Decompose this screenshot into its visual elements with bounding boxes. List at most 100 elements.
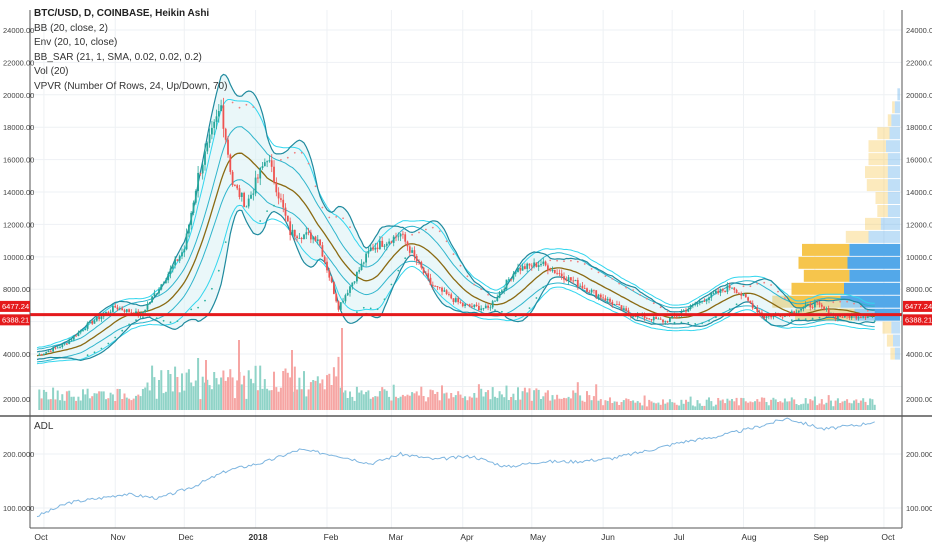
volume-bar [270, 390, 273, 410]
volume-bar [581, 400, 584, 410]
volume-bar [390, 400, 393, 410]
volume-bar [546, 390, 549, 410]
indicator-bands [36, 73, 875, 365]
candle-body [604, 298, 607, 301]
vp-down-bar [882, 321, 892, 334]
candle-body [360, 263, 363, 270]
candle-body [257, 177, 259, 179]
volume-bar [330, 385, 333, 410]
volume-bar [360, 390, 363, 410]
indicator-bb-sar[interactable]: BB_SAR (21, 1, SMA, 0.02, 0.02, 0.2) [34, 51, 202, 63]
candle-body [542, 261, 545, 264]
volume-bar [367, 390, 370, 410]
candle-body [326, 261, 328, 271]
candle-body [735, 289, 738, 294]
volume-bar [588, 395, 591, 410]
volume-bar [61, 394, 64, 410]
candle-body [606, 298, 609, 301]
sar-dot [625, 286, 628, 289]
indicator-env[interactable]: Env (20, 10, close) [34, 37, 118, 49]
sar-dot [335, 216, 338, 218]
volume-bar [523, 387, 526, 410]
candle-body [231, 171, 234, 186]
volume-bar [169, 374, 172, 410]
volume-bar [40, 398, 43, 410]
volume-bar [834, 400, 837, 410]
volume-bar [641, 405, 644, 410]
volume-bar [832, 406, 835, 410]
candle-body [731, 287, 733, 289]
symbol-title[interactable]: BTC/USD, D, COINBASE, Heikin Ashi [34, 8, 210, 19]
candle-body [418, 261, 420, 262]
candle-body [733, 287, 736, 290]
volume-spike [341, 328, 343, 410]
candle-body [814, 301, 816, 308]
candle-body [379, 240, 381, 249]
candle-body [800, 309, 802, 311]
y-tick-right: 24000.00 [906, 26, 932, 35]
adl-tick-left: 100.0000 [3, 504, 34, 513]
volume-bar [52, 387, 55, 410]
indicator-vol[interactable]: Vol (20) [34, 66, 69, 78]
candle-body [181, 252, 183, 257]
volume-bar [275, 387, 278, 410]
volume-bar [733, 401, 736, 410]
candle-body [749, 300, 752, 304]
volume-bar [606, 400, 609, 410]
sar-dot [121, 329, 124, 332]
volume-bar [556, 394, 559, 410]
sar-dot [494, 309, 496, 311]
candle-body [744, 294, 747, 298]
candle-body [747, 297, 749, 301]
candle-body [427, 273, 430, 278]
bb-basis [36, 152, 875, 357]
adl-pane-title[interactable]: ADL [34, 421, 54, 432]
volume-bar [583, 401, 586, 410]
candle-body [79, 330, 82, 333]
candle-body [188, 224, 190, 234]
volume-bar [514, 400, 517, 410]
volume-bar [139, 396, 142, 410]
sar-dot [286, 156, 289, 159]
volume-bar [680, 399, 683, 410]
sar-dot [431, 226, 434, 229]
candle-body [61, 344, 64, 347]
volume-bar [740, 397, 743, 410]
candle-body [659, 318, 662, 320]
candle-body [160, 284, 163, 290]
volume-bar [710, 401, 713, 410]
candle-body [537, 265, 540, 267]
candle-body [183, 249, 186, 253]
sar-dot [438, 230, 441, 233]
candle-body [169, 268, 172, 275]
sar-dot [535, 297, 538, 299]
candle-body [323, 256, 326, 262]
volume-bar [118, 389, 121, 410]
candle-body [622, 308, 625, 310]
candle-body [841, 317, 844, 318]
sar-dot [659, 306, 662, 309]
volume-bar [735, 397, 738, 410]
candle-body [243, 192, 245, 207]
volume-bar [622, 400, 625, 410]
volume-bar [807, 403, 809, 410]
vp-down-bar [887, 114, 892, 127]
volume-bar [657, 402, 660, 410]
candle-body [551, 269, 554, 271]
indicator-vpvr[interactable]: VPVR (Number Of Rows, 24, Up/Down, 70) [34, 80, 228, 92]
indicator-bb[interactable]: BB (20, close, 2) [34, 22, 108, 34]
candle-body [558, 273, 561, 274]
candle-body [63, 343, 66, 345]
x-tick: Jun [601, 532, 615, 542]
volume-bar [289, 377, 292, 410]
sar-dot [397, 269, 400, 272]
sar-dot [487, 293, 489, 296]
vp-down-bar [877, 127, 890, 140]
candle-body [162, 283, 165, 285]
candle-body [236, 185, 239, 189]
volume-bar [682, 403, 685, 410]
candle-body [648, 318, 651, 320]
volume-bar [620, 402, 623, 410]
sar-dot [231, 101, 234, 104]
